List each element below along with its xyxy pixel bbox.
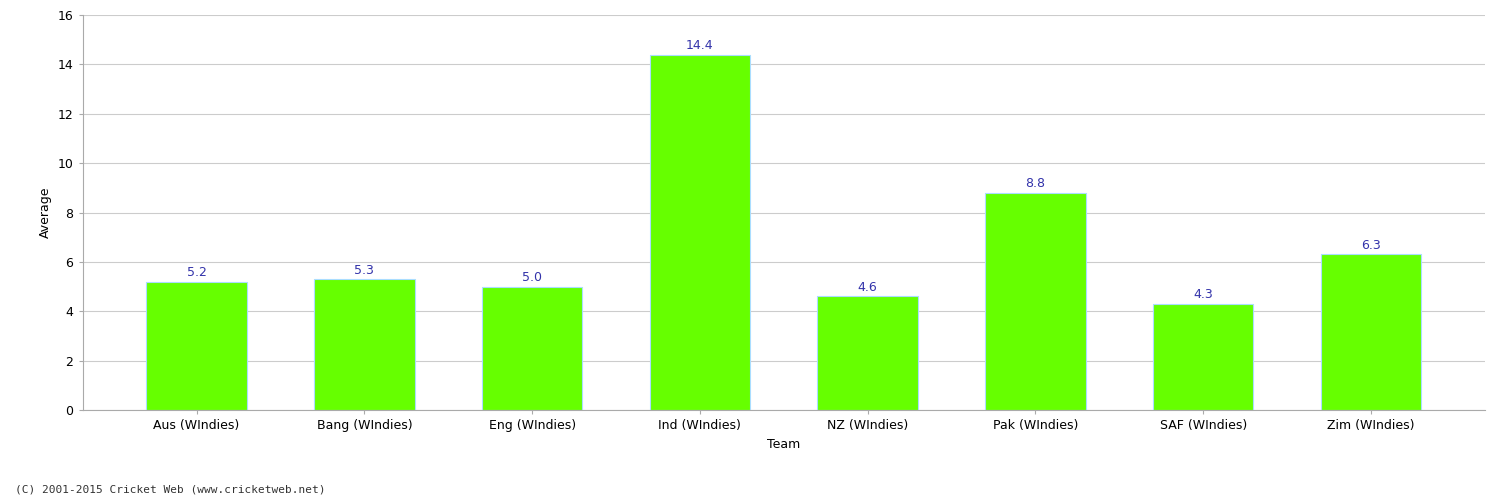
Text: 5.3: 5.3 [354, 264, 375, 276]
Text: 5.2: 5.2 [186, 266, 207, 279]
Text: 14.4: 14.4 [686, 39, 714, 52]
Text: 5.0: 5.0 [522, 271, 542, 284]
Bar [482, 286, 582, 410]
Bar [1320, 254, 1422, 410]
Bar [986, 192, 1086, 410]
Text: (C) 2001-2015 Cricket Web (www.cricketweb.net): (C) 2001-2015 Cricket Web (www.cricketwe… [15, 485, 326, 495]
Bar [650, 54, 750, 410]
Text: 8.8: 8.8 [1026, 178, 1045, 190]
Bar [1154, 304, 1254, 410]
Bar [314, 279, 414, 410]
Bar [147, 282, 248, 410]
Text: 4.3: 4.3 [1194, 288, 1214, 302]
Y-axis label: Average: Average [39, 186, 53, 238]
X-axis label: Team: Team [766, 438, 801, 450]
Bar [818, 296, 918, 410]
Text: 4.6: 4.6 [858, 281, 877, 294]
Text: 6.3: 6.3 [1360, 239, 1382, 252]
